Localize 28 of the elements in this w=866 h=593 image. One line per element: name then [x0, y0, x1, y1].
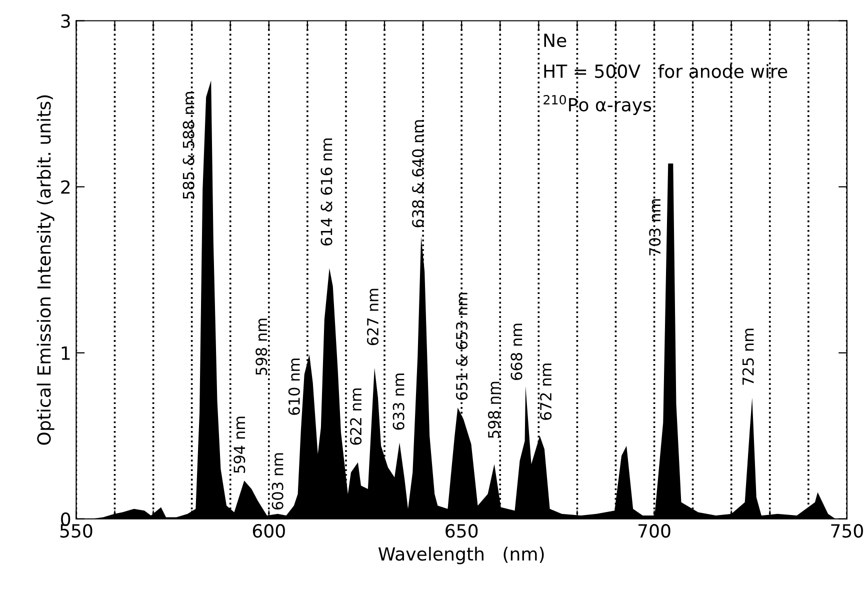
x-tick-label: 750	[831, 524, 863, 538]
annotation: 614 & 616 nm	[320, 138, 332, 246]
annotation: 638 & 640 nm	[412, 120, 424, 228]
y-tick-label: 1	[62, 346, 70, 360]
annotation: 633 nm	[392, 374, 404, 430]
annotation: 703 nm	[649, 199, 661, 256]
x-tick-label: 700	[638, 524, 670, 538]
y-axis-title: Optical Emission Intensity (arbit. units)	[36, 95, 54, 445]
annotation: 627 nm	[366, 288, 379, 346]
x-tick-label: 600	[252, 524, 285, 538]
x-tick-label: 650	[446, 524, 478, 538]
annotation: $^{210}$Po α-rays	[544, 94, 652, 116]
annotation: 603 nm	[272, 453, 284, 510]
annotation: 598 nm	[256, 318, 268, 375]
annotation: HT = 500V for anode wire	[544, 64, 788, 78]
annotation: 668 nm	[510, 324, 522, 380]
annotation: 594 nm	[234, 416, 246, 473]
x-tick-label: 550	[60, 524, 92, 538]
y-tick-label: 2	[61, 180, 70, 194]
annotation: 598 nm	[488, 382, 500, 438]
x-axis-title: Wavelength (nm)	[378, 546, 544, 564]
annotation: 725 nm	[742, 328, 754, 385]
annotation: 622 nm	[350, 388, 362, 445]
annotation: 651 & 653 nm	[456, 292, 468, 400]
annotation: 610 nm	[288, 358, 300, 415]
annotation: 672 nm	[540, 364, 552, 420]
y-tick-label: 3	[61, 14, 70, 28]
annotation: Ne	[544, 34, 566, 48]
